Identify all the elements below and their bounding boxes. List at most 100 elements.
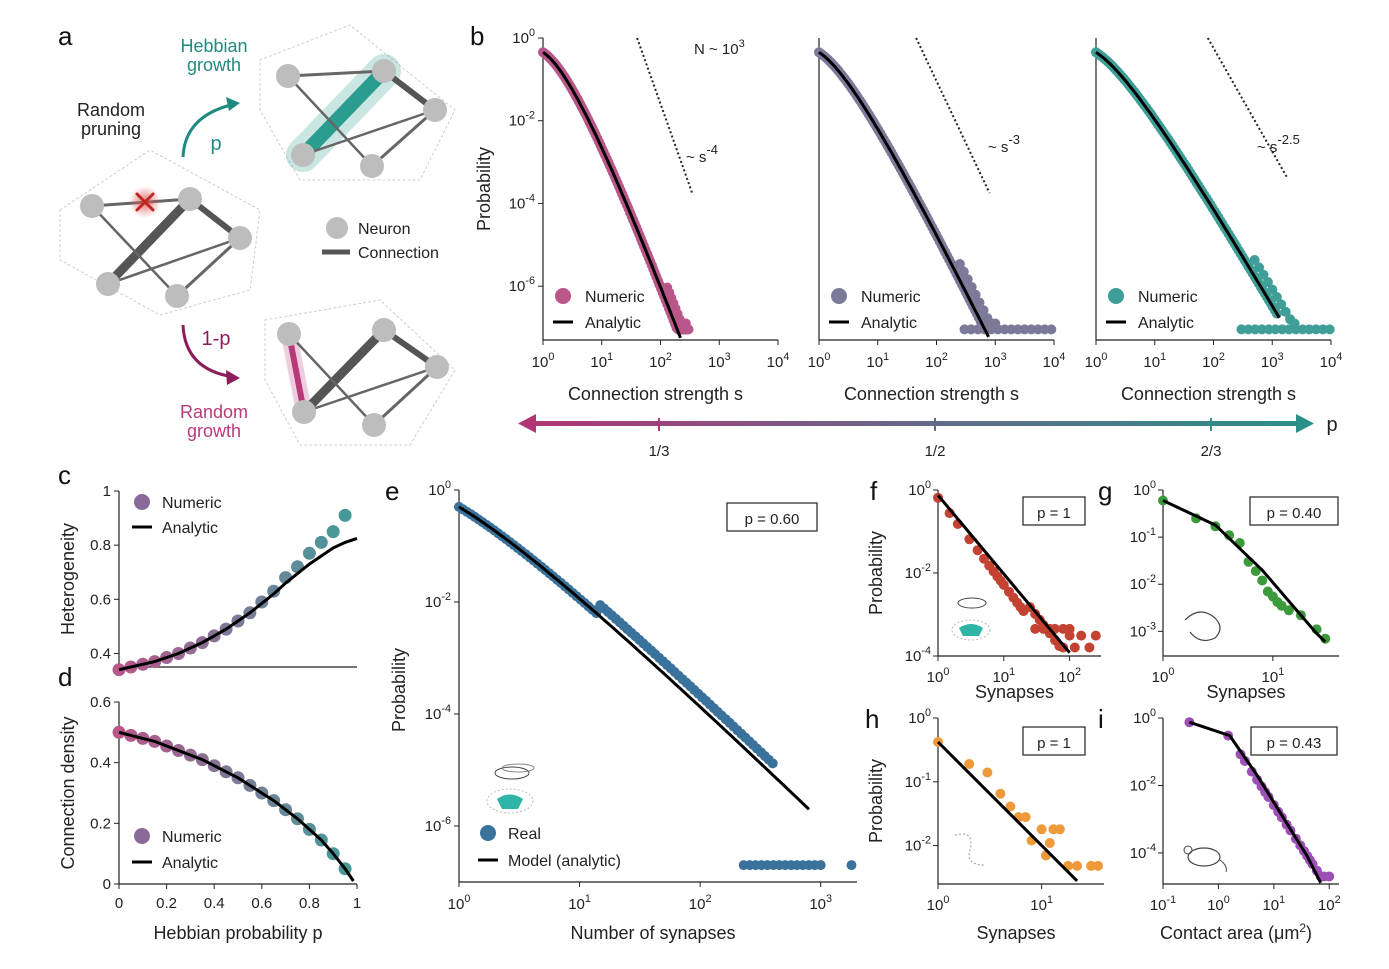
legend-neuron-icon: [326, 217, 348, 239]
panel-b2-tail-point-3: [966, 282, 977, 292]
panel-e-floor-point-13: [815, 860, 826, 871]
panel-b2-xtick-label-4: 104: [1043, 351, 1066, 371]
panel-b1-ytick-label-1: 10-2: [509, 110, 535, 130]
panel-c-ytick-label-2: 0.8: [90, 537, 111, 554]
random-growth-network: [264, 299, 456, 446]
panel-b3-tail-point-6: [1276, 299, 1287, 310]
panel-h-point-10: [1044, 838, 1055, 848]
panel-g-point-11: [1276, 600, 1287, 611]
panel-b3-legend-numeric-icon: [1108, 288, 1124, 304]
mouse-icon-body: [1187, 847, 1221, 867]
panel-b2-tail-point-4: [970, 289, 981, 300]
p-axis-tick-label-1: 1/2: [925, 443, 946, 460]
panel-b1-ylabel: Probability: [474, 147, 494, 231]
panel-h-point-3: [995, 788, 1006, 799]
panel-b3-tail-point-3: [1262, 277, 1273, 288]
panel-i-xtick-label-0: 10-1: [1150, 894, 1176, 914]
panel-b2-xtick-label-3: 103: [984, 351, 1007, 371]
fly-icon-body: [494, 766, 530, 780]
panel-f-box-label-frame: [1022, 496, 1086, 526]
panel-h-ytick-label-2: 10-2: [905, 835, 931, 855]
panel-i-ytick-label-1: 10-2: [1130, 774, 1156, 794]
panel-c: 0.4 0.6 0.8 1 Heterogeneity Numeric Analytic: [58, 483, 358, 677]
mouse-icon-ear: [1183, 845, 1193, 855]
panel-b1: 100 101 102 103 104 Connection strength s 100 1…: [474, 27, 789, 404]
panel-b1-xtick-label-3: 103: [708, 351, 731, 371]
panel-e-legend-real-icon: [480, 825, 496, 841]
panel-label-e: e: [385, 476, 399, 506]
panel-f-ytick-label-0: 100: [908, 479, 931, 499]
panel-d-ytick-label-1: 0.2: [90, 815, 111, 832]
panel-c-point-13: [267, 584, 281, 598]
fly-icon-brain: [497, 794, 523, 809]
panel-c-point-19: [338, 508, 352, 522]
panel-g-point-7: [1257, 575, 1268, 586]
panel-i-ytick-label-2: 10-4: [1130, 842, 1156, 862]
p-axis-bar: [530, 421, 1300, 426]
panel-d-xtick-label-2: 0.4: [204, 895, 225, 912]
panel-b2: 100 101 102 103 104 Connection strength s ~ s-…: [808, 37, 1066, 404]
hebbian-network: [259, 24, 456, 181]
panel-d-xlabel: Hebbian probability p: [153, 923, 322, 943]
panel-d-ytick-label-0: 0: [103, 876, 111, 893]
panel-d-xtick-label-1: 0.2: [156, 895, 177, 912]
panel-b3-xtick-label-0: 100: [1085, 351, 1108, 371]
panel-label-i: i: [1098, 704, 1104, 734]
fly-small-brain: [959, 624, 983, 636]
panel-b2-legend-numeric: Numeric: [861, 289, 921, 306]
panel-b3-xtick-label-1: 101: [1143, 351, 1166, 371]
random-pruning-label-2: pruning: [81, 119, 141, 139]
panel-d-legend-numeric-icon: [134, 828, 150, 844]
panel-b1-ytick-label-0: 100: [512, 27, 535, 47]
panel-c-legend-numeric-icon: [134, 494, 150, 510]
panel-b3-tail-point-9: [1289, 318, 1300, 329]
panel-h-point-8: [1036, 824, 1047, 835]
panel-b1-tail-point-9: [680, 318, 691, 329]
panel-b1-legend-analytic: Analytic: [585, 315, 641, 332]
panel-b3-tail-point-5: [1271, 292, 1282, 302]
panel-e-ytick-label-3: 10-6: [425, 815, 451, 835]
panel-g-box-label: p = 0.40: [1267, 505, 1322, 522]
panel-label-f: f: [870, 476, 878, 506]
hebbian-label-2: growth: [187, 55, 241, 75]
panel-h-xtick-label-1: 101: [1030, 894, 1053, 914]
panel-b1-ytick-label-3: 10-6: [509, 275, 535, 295]
panel-b3-analytic-line: [1095, 51, 1281, 319]
panel-g-ytick-label-0: 100: [1133, 479, 1156, 499]
hebbian-arrow: [181, 102, 236, 158]
panel-b2-slope-label: ~ s-3: [988, 132, 1020, 156]
panel-b1-legend-numeric-icon: [555, 288, 571, 304]
panel-h-box-label: p = 1: [1037, 735, 1071, 752]
panel-c-point-16: [302, 546, 316, 560]
panel-f-xtick-label-1: 101: [992, 666, 1015, 686]
panel-f-point-25: [1069, 642, 1080, 653]
panel-d-ytick-label-3: 0.6: [90, 694, 111, 711]
panel-h-xlabel: Synapses: [976, 923, 1055, 943]
panel-b2-legend-analytic: Analytic: [861, 315, 917, 332]
panel-d-xtick-label-4: 0.8: [299, 895, 320, 912]
panel-b2-tail-point-1: [958, 266, 969, 277]
panel-d-analytic-line: [118, 730, 355, 882]
panel-f-point-26: [1076, 630, 1087, 641]
fly-small-head: [951, 619, 991, 641]
p-axis-tick-label-2: 2/3: [1201, 443, 1222, 460]
panel-b3-tail-point-0: [1249, 255, 1260, 265]
panel-f-point-28: [1090, 630, 1101, 641]
panel-g: 100 101 100 10-1 10-2 10-3 Synapses p = 0.40: [1130, 479, 1339, 702]
panel-d-ytick-label-2: 0.4: [90, 755, 111, 772]
panel-b1-analytic-line: [542, 51, 682, 339]
panel-label-h: h: [865, 704, 879, 734]
panel-g-point-6: [1250, 566, 1261, 577]
panel-d-ylabel: Connection density: [58, 716, 78, 869]
panel-b3: 100 101 102 103 104 Connection strength s ~ s-…: [1085, 37, 1342, 404]
panel-h-point-1: [964, 759, 975, 769]
panel-b3-legend-analytic: Analytic: [1138, 315, 1194, 332]
panel-label-d: d: [58, 662, 72, 692]
panel-c-analytic-line: [118, 536, 358, 672]
panel-f-xtick-label-2: 102: [1058, 666, 1081, 686]
panel-f-point-27: [1084, 642, 1095, 653]
panel-b1-powerlaw-reference: [636, 37, 694, 195]
panel-c-ytick-label-1: 0.6: [90, 591, 111, 608]
